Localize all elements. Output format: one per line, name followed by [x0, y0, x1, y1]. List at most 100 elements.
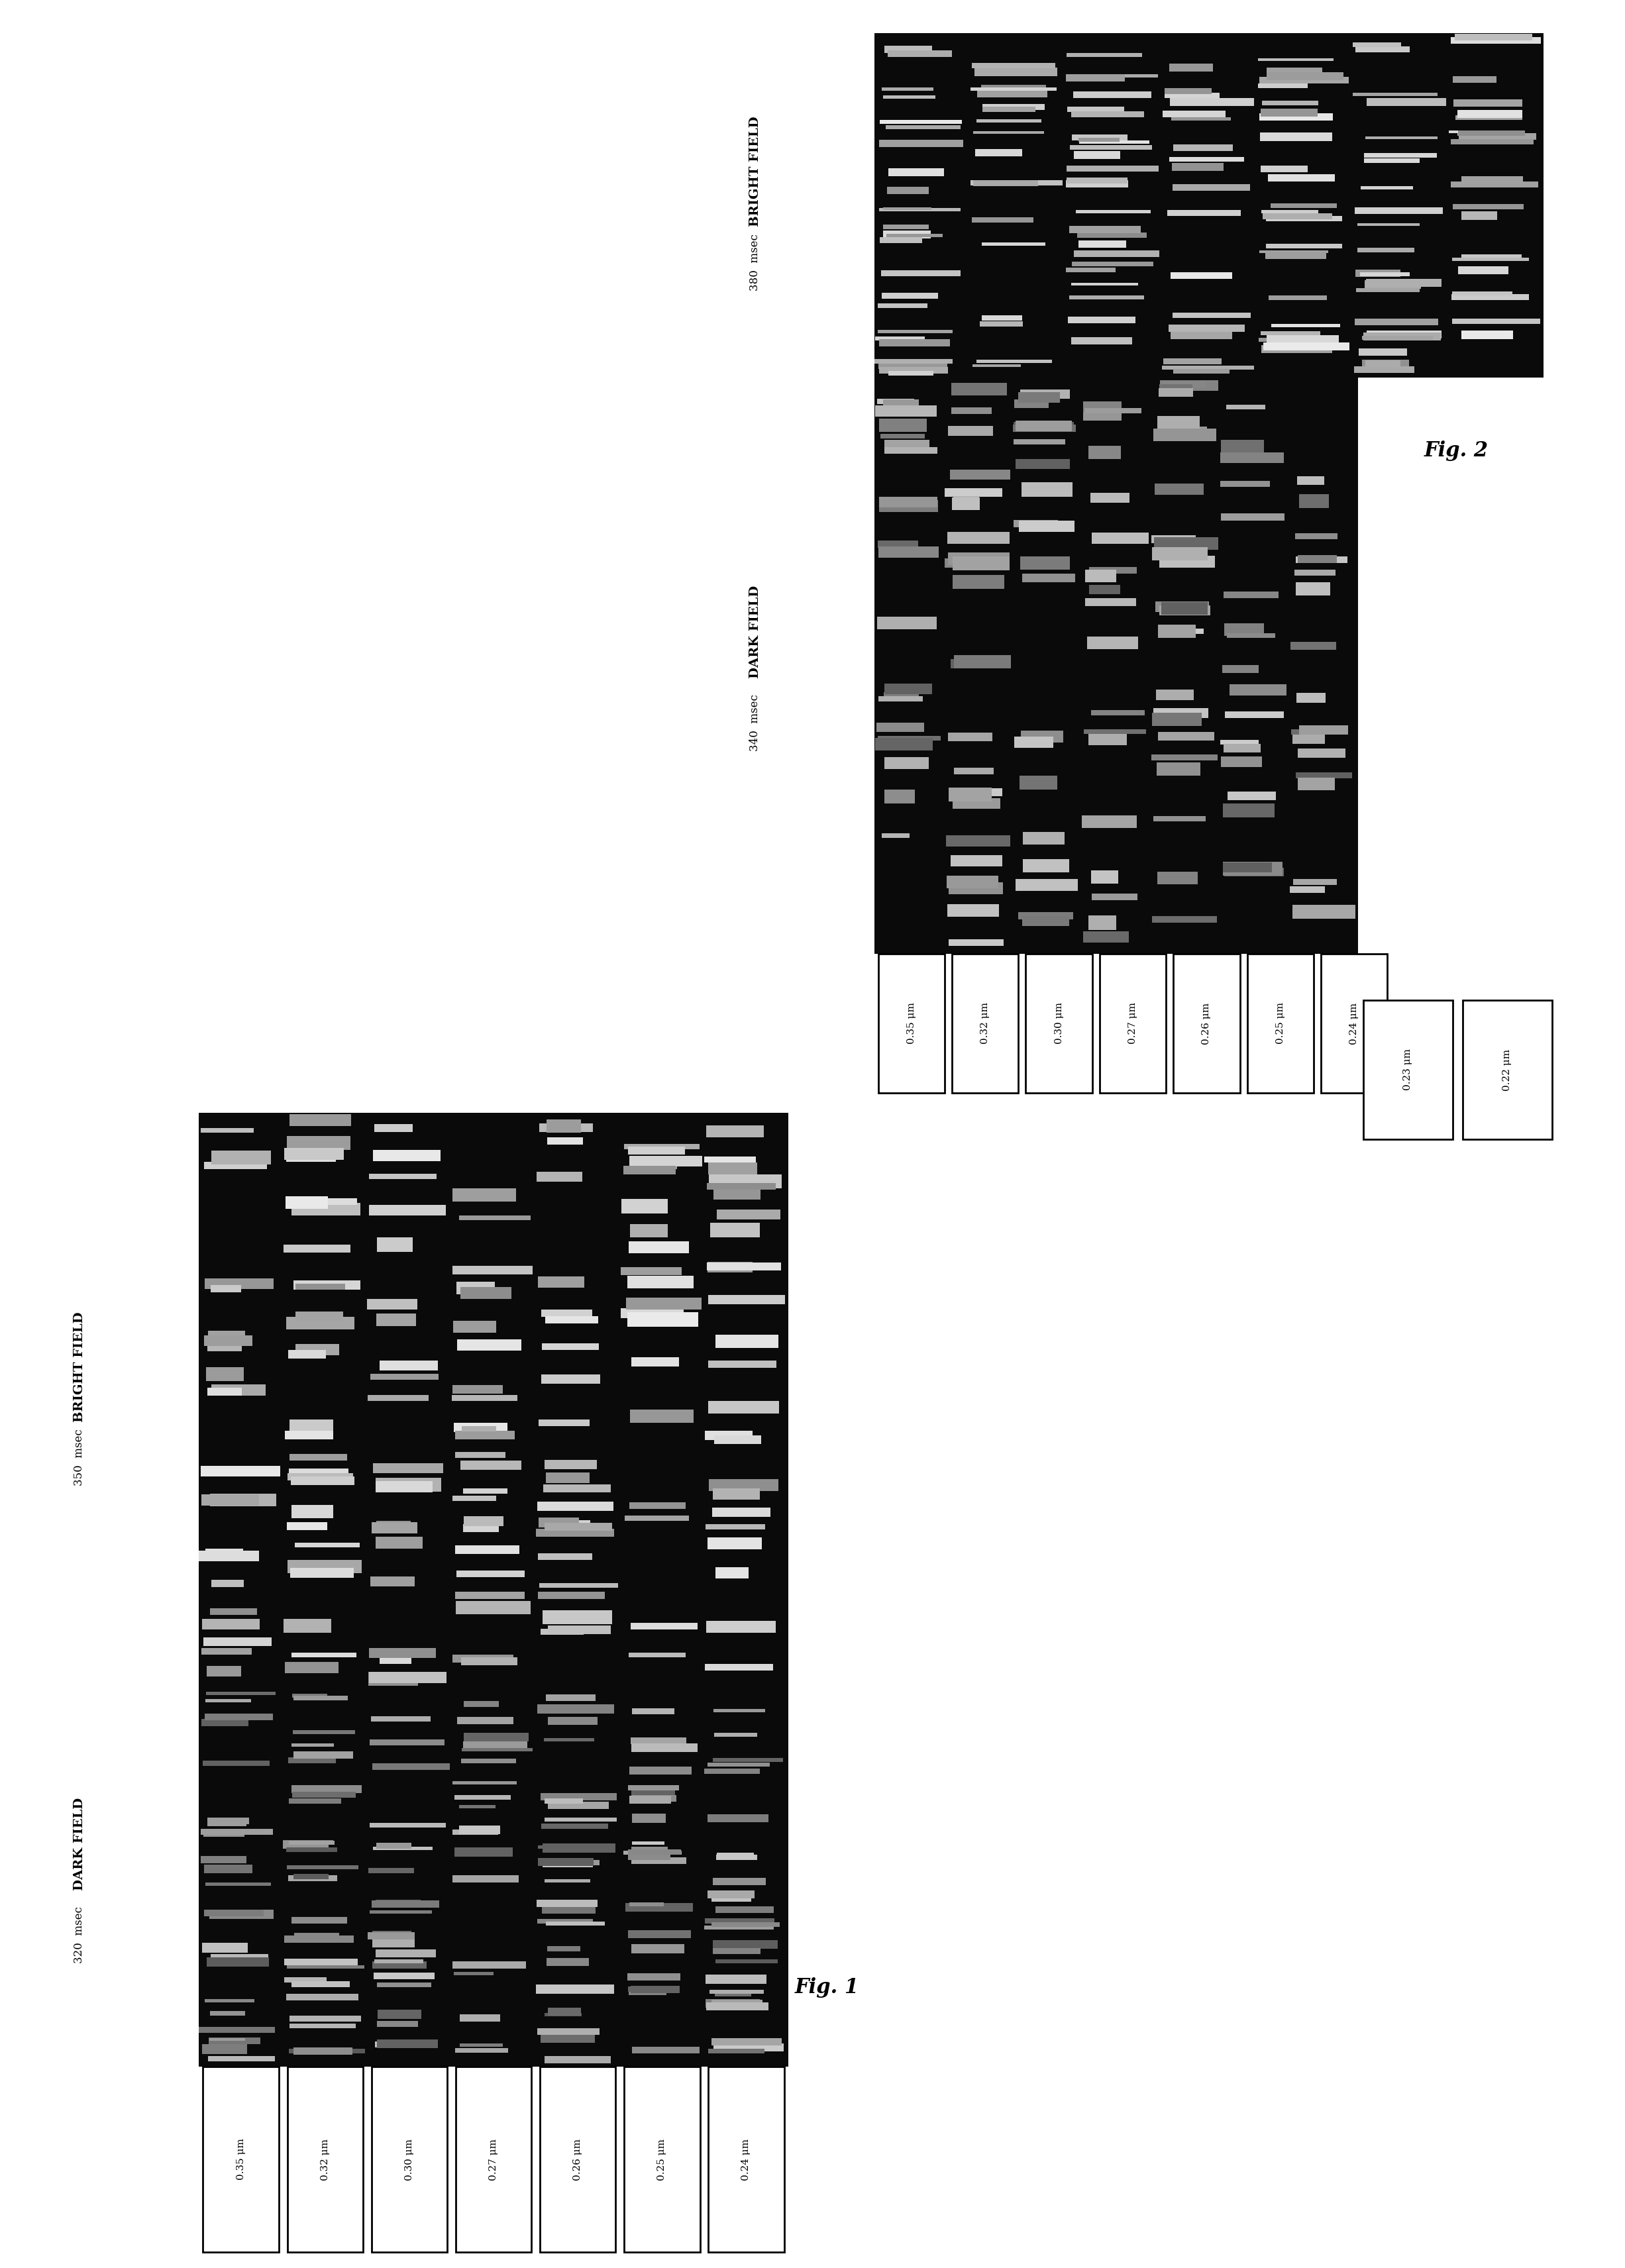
Bar — [283, 1245, 351, 1252]
Bar — [621, 1309, 684, 1318]
Bar — [288, 1349, 325, 1359]
Bar — [713, 1758, 783, 1762]
Bar — [1459, 134, 1536, 141]
Bar — [375, 1476, 442, 1492]
Bar — [1297, 476, 1324, 485]
Bar — [372, 1522, 418, 1533]
Bar — [709, 1295, 785, 1304]
Bar — [710, 1222, 759, 1236]
Bar — [949, 882, 1003, 894]
Bar — [1225, 712, 1284, 719]
Bar — [1079, 138, 1120, 143]
Bar — [538, 1277, 585, 1288]
Bar — [713, 1878, 765, 1885]
Bar — [284, 1960, 358, 1964]
Bar — [1159, 624, 1196, 637]
Bar — [1014, 519, 1058, 526]
Bar — [878, 955, 944, 1093]
Bar — [546, 1120, 582, 1132]
Bar — [379, 1950, 429, 1955]
Bar — [292, 1202, 361, 1216]
Bar — [536, 1984, 614, 1994]
Bar — [710, 1989, 764, 1994]
Bar — [1292, 905, 1355, 919]
Bar — [544, 1522, 613, 1531]
Bar — [629, 1501, 686, 1508]
Bar — [973, 132, 1045, 134]
Bar — [288, 1522, 328, 1531]
Bar — [632, 1708, 674, 1715]
Bar — [294, 1932, 340, 1935]
Bar — [202, 1647, 252, 1656]
Bar — [630, 1225, 668, 1238]
Bar — [367, 1300, 418, 1309]
Bar — [203, 1833, 245, 1837]
Bar — [1458, 129, 1524, 136]
Bar — [1160, 381, 1219, 390]
Bar — [1298, 748, 1346, 758]
Bar — [1461, 331, 1513, 340]
Bar — [202, 1465, 280, 1476]
Bar — [202, 1619, 260, 1631]
Bar — [463, 1742, 526, 1749]
Bar — [954, 655, 1011, 669]
Bar — [705, 1431, 752, 1440]
Bar — [1458, 111, 1523, 118]
Bar — [460, 1461, 522, 1470]
Bar — [1259, 249, 1328, 254]
Bar — [707, 2003, 769, 2009]
Bar — [715, 1907, 774, 1912]
Bar — [375, 1901, 421, 1905]
Bar — [205, 1549, 244, 1556]
Bar — [292, 1792, 356, 1799]
Bar — [879, 209, 960, 211]
Bar — [460, 2014, 500, 2021]
Text: 0.22 μm: 0.22 μm — [1503, 1048, 1511, 1091]
Bar — [626, 1515, 689, 1522]
Bar — [453, 1266, 533, 1275]
Bar — [372, 1962, 427, 1969]
Bar — [1089, 585, 1121, 594]
Bar — [954, 767, 993, 773]
Bar — [712, 2039, 782, 2046]
Bar — [291, 1785, 362, 1794]
Bar — [1224, 862, 1272, 873]
Bar — [952, 574, 1004, 590]
Bar — [548, 1139, 583, 1145]
Bar — [1164, 358, 1222, 365]
Text: 0.27 μm: 0.27 μm — [489, 2139, 499, 2180]
Bar — [540, 1583, 618, 1588]
Bar — [972, 64, 1055, 68]
Bar — [982, 315, 1022, 320]
Bar — [1360, 272, 1411, 277]
Bar — [630, 1624, 697, 1628]
Bar — [453, 1188, 515, 1202]
Bar — [629, 1785, 679, 1789]
Bar — [626, 1903, 692, 1912]
Bar — [211, 1150, 271, 1163]
Bar — [548, 2007, 582, 2016]
Bar — [296, 1311, 343, 1322]
Bar — [543, 1610, 613, 1624]
Bar — [1220, 451, 1284, 463]
Bar — [536, 1703, 614, 1715]
Bar — [707, 1892, 754, 1898]
Bar — [709, 1175, 782, 1188]
Bar — [452, 1780, 517, 1785]
Bar — [289, 1114, 351, 1125]
Bar — [879, 497, 938, 508]
Bar — [452, 1395, 517, 1402]
Bar — [460, 1286, 512, 1300]
Bar — [1068, 318, 1136, 324]
Bar — [632, 1794, 676, 1801]
Bar — [878, 399, 915, 404]
Bar — [296, 1284, 346, 1290]
Bar — [712, 1939, 777, 1948]
Bar — [291, 1937, 330, 1941]
Bar — [705, 1919, 774, 1923]
Bar — [1089, 567, 1137, 574]
Bar — [1066, 177, 1128, 184]
Bar — [970, 86, 1056, 91]
Bar — [1451, 36, 1540, 43]
Bar — [455, 1848, 512, 1857]
